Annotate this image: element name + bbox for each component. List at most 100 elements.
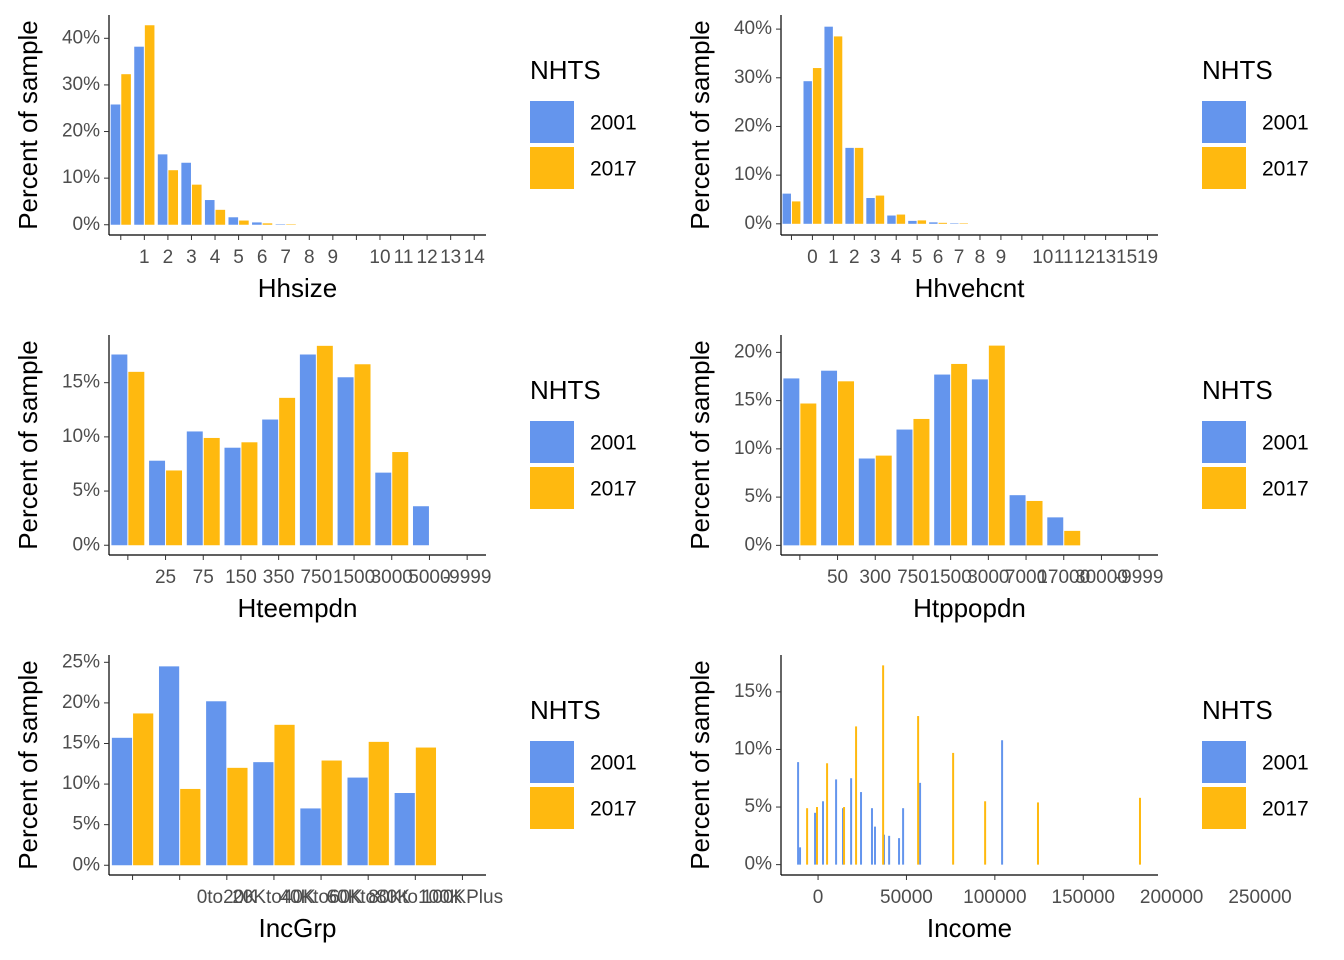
bar bbox=[128, 371, 145, 546]
x-tick-label: 12 bbox=[417, 247, 438, 268]
bar bbox=[206, 701, 227, 866]
bar bbox=[791, 201, 801, 224]
x-tick-label: 300 bbox=[859, 567, 891, 588]
legend-swatch bbox=[1202, 421, 1246, 463]
y-tick-label: 30% bbox=[62, 74, 100, 95]
x-tick-label: 3000 bbox=[967, 567, 1009, 588]
x-tick-label: 11 bbox=[394, 247, 414, 268]
y-axis-title: Percent of sample bbox=[685, 20, 715, 230]
bar bbox=[158, 666, 180, 866]
legend-swatch bbox=[530, 421, 574, 463]
x-tick-label: 5 bbox=[912, 247, 923, 268]
legend-label: 2017 bbox=[1262, 478, 1309, 501]
bar bbox=[843, 807, 846, 865]
bar bbox=[316, 345, 333, 546]
legend-label: 2001 bbox=[1262, 752, 1309, 775]
bar bbox=[1036, 802, 1039, 865]
bar bbox=[934, 374, 951, 546]
x-tick-label: 750 bbox=[897, 567, 929, 588]
x-axis-title: Hhvehcnt bbox=[915, 273, 1026, 303]
bar bbox=[1047, 517, 1064, 546]
bar bbox=[783, 378, 800, 546]
x-tick-label: -9999 bbox=[1115, 567, 1164, 588]
bar bbox=[797, 762, 800, 865]
y-tick-label: 0% bbox=[745, 854, 773, 875]
y-axis-title: Percent of sample bbox=[685, 660, 715, 870]
legend-label: 2017 bbox=[590, 798, 637, 821]
x-tick-label: 19 bbox=[1137, 247, 1158, 268]
y-tick-label: 30% bbox=[734, 67, 772, 88]
x-tick-label: 0 bbox=[813, 887, 824, 908]
x-tick-label: -9999 bbox=[443, 567, 492, 588]
bar bbox=[228, 217, 239, 225]
bar bbox=[988, 345, 1005, 546]
bar bbox=[144, 25, 155, 225]
bar bbox=[241, 442, 258, 546]
bar bbox=[826, 763, 829, 865]
x-tick-label: 60Kto80K bbox=[326, 887, 410, 908]
bar bbox=[121, 74, 131, 225]
legend-swatch bbox=[1202, 741, 1246, 783]
x-tick-label: 40Kto60K bbox=[279, 887, 363, 908]
x-tick-label: 7 bbox=[280, 247, 291, 268]
y-tick-label: 5% bbox=[745, 796, 773, 817]
legend-swatch bbox=[1202, 101, 1246, 143]
x-tick-label: 15 bbox=[1116, 247, 1137, 268]
bar bbox=[204, 200, 215, 225]
legend-label: 2001 bbox=[590, 432, 637, 455]
panel: 0% 10% 20% 30% 40% Percent of sample Hhvehcnt 0… bbox=[685, 15, 1309, 303]
bar bbox=[854, 147, 864, 224]
legend-title: NHTS bbox=[530, 375, 601, 405]
bar bbox=[252, 222, 262, 225]
x-tick-label: 0 bbox=[807, 247, 818, 268]
bar bbox=[166, 470, 183, 546]
legend-swatch bbox=[530, 101, 574, 143]
x-tick-label: 75 bbox=[193, 567, 214, 588]
x-tick-label: 200000 bbox=[1140, 887, 1203, 908]
x-tick-label: 100000 bbox=[963, 887, 1026, 908]
bar bbox=[262, 419, 279, 546]
x-tick-label: 150 bbox=[225, 567, 257, 588]
legend-label: 2001 bbox=[1262, 432, 1309, 455]
bar bbox=[929, 222, 938, 224]
legend-swatch bbox=[1202, 467, 1246, 509]
bar bbox=[191, 184, 202, 225]
y-tick-label: 10% bbox=[62, 426, 100, 447]
bar bbox=[110, 104, 121, 225]
bar bbox=[806, 808, 809, 865]
x-tick-label: 750 bbox=[300, 567, 332, 588]
bar bbox=[902, 808, 905, 865]
x-axis-title: Hhsize bbox=[258, 273, 337, 303]
y-axis-title: Percent of sample bbox=[13, 660, 43, 870]
bar bbox=[133, 713, 154, 866]
y-tick-label: 20% bbox=[62, 692, 100, 713]
y-tick-label: 10% bbox=[734, 164, 772, 185]
x-tick-label: 2 bbox=[849, 247, 860, 268]
y-tick-label: 0% bbox=[745, 534, 773, 555]
legend-label: 2001 bbox=[1262, 112, 1309, 135]
y-tick-label: 0% bbox=[73, 854, 101, 875]
bar bbox=[821, 370, 838, 546]
x-tick-label: 1500 bbox=[333, 567, 375, 588]
bar bbox=[412, 506, 429, 546]
x-tick-label: 7000 bbox=[1005, 567, 1047, 588]
x-tick-label: 1 bbox=[828, 247, 839, 268]
x-tick-label: 80Kto100K bbox=[368, 887, 462, 908]
legend-label: 2001 bbox=[590, 752, 637, 775]
y-tick-label: 5% bbox=[73, 480, 101, 501]
x-tick-label: 50000 bbox=[880, 887, 933, 908]
bar bbox=[337, 377, 354, 546]
y-tick-label: 15% bbox=[734, 681, 772, 702]
y-tick-label: 0% bbox=[73, 534, 101, 555]
panel: 0% 5% 10% 15% Percent of sample Hteempdn 25 75 1… bbox=[13, 335, 637, 623]
x-tick-label: 12 bbox=[1074, 247, 1095, 268]
x-tick-label: 250000 bbox=[1228, 887, 1291, 908]
x-tick-label: 6 bbox=[257, 247, 268, 268]
bar bbox=[253, 762, 274, 866]
bar bbox=[415, 747, 437, 866]
bar bbox=[984, 801, 987, 865]
x-tick-label: 2 bbox=[163, 247, 174, 268]
legend-title: NHTS bbox=[530, 55, 601, 85]
x-tick-label: 10 bbox=[369, 247, 390, 268]
y-tick-label: 15% bbox=[734, 390, 772, 411]
